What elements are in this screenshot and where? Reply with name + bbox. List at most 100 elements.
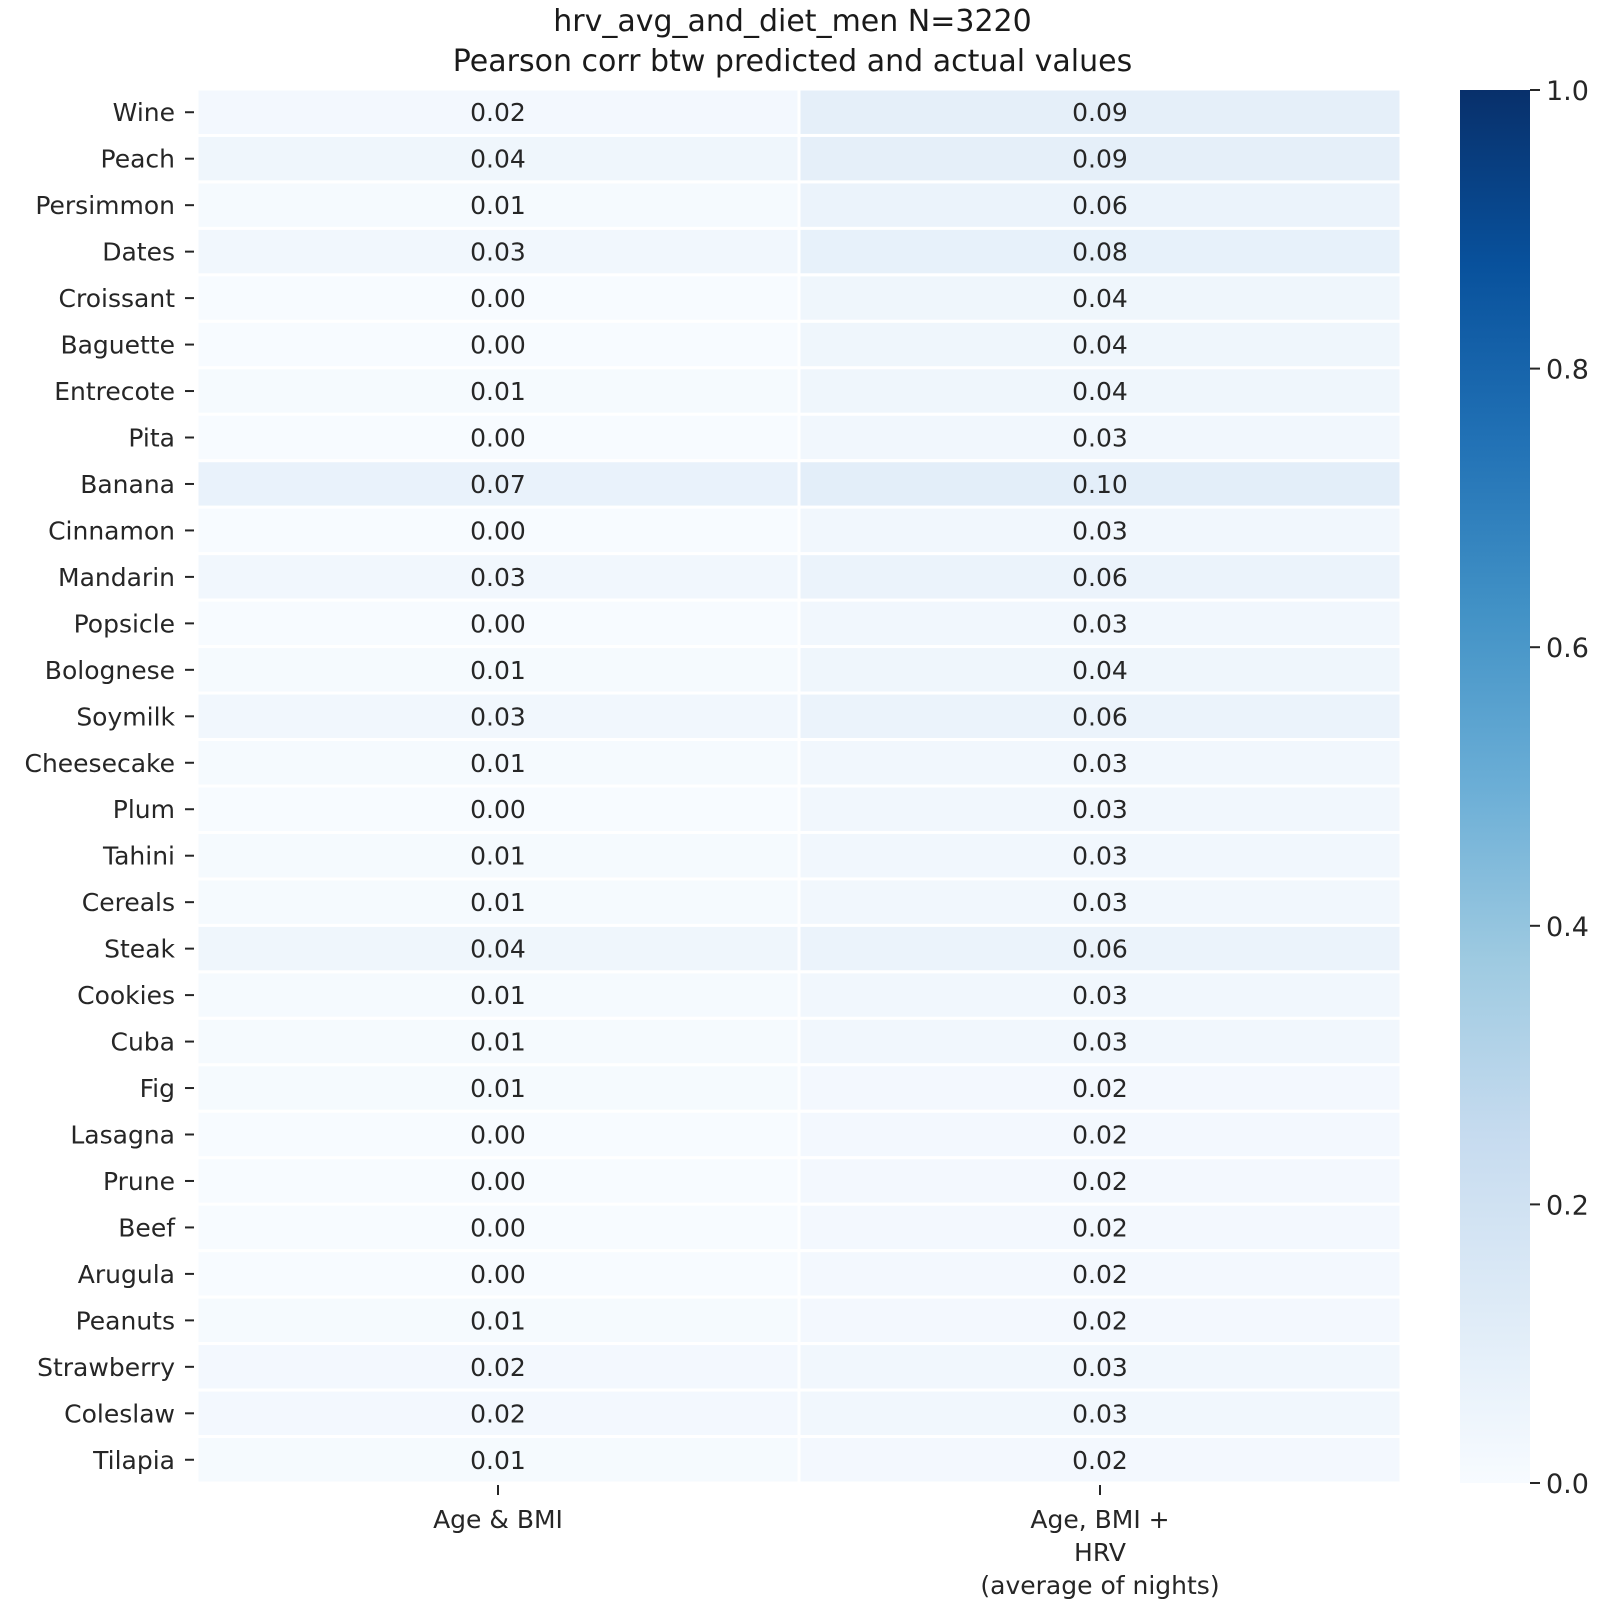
cell-value-label: 0.01 [470, 1306, 526, 1335]
x-tick-label: HRV [1074, 1538, 1126, 1567]
cell-value-label: 0.01 [470, 1028, 526, 1057]
cell-value-label: 0.04 [1072, 377, 1128, 406]
heatmap-cell [797, 319, 1403, 370]
cell-value-label: 0.03 [1072, 609, 1128, 638]
cell-value-label: 0.02 [470, 1353, 526, 1382]
y-tick-label: Plum [113, 795, 175, 824]
heatmap-cell [797, 552, 1403, 602]
y-tick-label: Arugula [78, 1260, 175, 1289]
heatmap-cell [195, 180, 801, 230]
heatmap-cell [195, 784, 801, 834]
cell-value-label: 0.09 [1072, 145, 1128, 174]
heatmap-cell [797, 1295, 1403, 1346]
cell-value-label: 0.01 [470, 1446, 526, 1475]
y-tick-label: Cuba [111, 1028, 176, 1057]
row-labels: Wine Peach Persimmon Dates Croissant Baguette… [24, 98, 194, 1475]
heatmap-cell [797, 923, 1403, 974]
cell-value-label: 0.00 [470, 795, 526, 824]
heatmap-cell [797, 784, 1403, 834]
cell-value-label: 0.00 [470, 1121, 526, 1150]
heatmap-cell [195, 598, 801, 649]
heatmap-cell [195, 691, 801, 742]
heatmap-cell [797, 877, 1403, 927]
cell-value-label: 0.03 [1072, 1353, 1128, 1382]
heatmap-cell [797, 1156, 1403, 1206]
cell-value-label: 0.01 [470, 888, 526, 917]
heatmap-cell [797, 180, 1403, 230]
cell-value-label: 0.02 [1072, 1167, 1128, 1196]
cell-value-label: 0.02 [1072, 1306, 1128, 1335]
heatmap-cell [797, 1435, 1403, 1485]
heatmap-cell [797, 598, 1403, 649]
cell-value-label: 0.00 [470, 1167, 526, 1196]
colorbar-tick-label: 0.0 [1546, 1469, 1589, 1500]
cell-value-label: 0.02 [1072, 1074, 1128, 1103]
cell-value-label: 0.03 [1072, 842, 1128, 871]
cell-value-label: 0.01 [470, 749, 526, 778]
cell-value-label: 0.06 [1072, 935, 1128, 964]
cell-value-label: 0.03 [1072, 981, 1128, 1010]
colorbar-tick-label: 0.8 [1546, 355, 1589, 386]
colorbar-tick-label: 0.2 [1546, 1190, 1589, 1221]
cell-value-label: 0.04 [1072, 331, 1128, 360]
chart-subtitle: Pearson corr btw predicted and actual va… [452, 44, 1133, 79]
x-tick-label: Age, BMI + [1030, 1505, 1169, 1534]
heatmap-cell [195, 459, 801, 509]
cell-value-label: 0.00 [470, 424, 526, 453]
chart-title: hrv_avg_and_diet_men N=3220 [553, 4, 1032, 39]
cell-value-label: 0.02 [1072, 1213, 1128, 1242]
y-tick-label: Lasagna [70, 1121, 175, 1150]
colorbar-gradient [1460, 90, 1530, 1483]
cell-value-label: 0.01 [470, 842, 526, 871]
y-tick-label: Cookies [77, 981, 175, 1010]
cell-value-label: 0.08 [1072, 238, 1128, 267]
cell-value-label: 0.03 [470, 702, 526, 731]
cell-value-label: 0.03 [1072, 516, 1128, 545]
heatmap-cell [195, 1063, 801, 1113]
colorbar: 0.0 0.2 0.4 0.6 0.8 1.0 [1460, 76, 1589, 1500]
cell-value-label: 0.09 [1072, 98, 1128, 127]
cell-value-label: 0.03 [470, 238, 526, 267]
y-tick-label: Cheesecake [24, 749, 175, 778]
column-labels: Age & BMI Age, BMI + HRV (average of nights… [433, 1485, 1220, 1600]
y-tick-label: Beef [118, 1213, 176, 1242]
cell-value-label: 0.01 [470, 377, 526, 406]
cell-value-label: 0.07 [470, 470, 526, 499]
cell-value-label: 0.01 [470, 981, 526, 1010]
heatmap-cell [195, 1156, 801, 1206]
heatmap-cell [195, 1016, 801, 1067]
heatmap-cell [797, 1202, 1403, 1253]
cell-value-label: 0.00 [470, 1260, 526, 1289]
heatmap-cell [797, 87, 1403, 137]
y-tick-label: Coleslaw [64, 1399, 175, 1428]
heatmap-cells: 0.02 0.09 0.04 0.09 0.01 0.06 0.03 0.08 0.00 0.04… [195, 87, 1403, 1485]
y-tick-label: Dates [102, 238, 175, 267]
y-tick-label: Soymilk [76, 702, 175, 731]
y-tick-label: Croissant [59, 284, 176, 313]
heatmap-cell [797, 366, 1403, 416]
heatmap-cell [797, 970, 1403, 1020]
cell-value-label: 0.00 [470, 516, 526, 545]
y-tick-label: Persimmon [35, 191, 175, 220]
heatmap-cell [797, 505, 1403, 556]
cell-value-label: 0.06 [1072, 563, 1128, 592]
cell-value-label: 0.02 [1072, 1446, 1128, 1475]
y-tick-label: Steak [104, 935, 175, 964]
heatmap-cell [797, 1063, 1403, 1113]
colorbar-tick-label: 0.4 [1546, 912, 1589, 943]
heatmap-cell [797, 1342, 1403, 1392]
y-tick-label: Fig [140, 1074, 175, 1103]
y-tick-label: Tahini [102, 842, 175, 871]
heatmap-cell [195, 1295, 801, 1346]
cell-value-label: 0.10 [1072, 470, 1128, 499]
heatmap-cell [797, 691, 1403, 742]
cell-value-label: 0.00 [470, 331, 526, 360]
heatmap-cell [797, 273, 1403, 323]
cell-value-label: 0.00 [470, 1213, 526, 1242]
heatmap-cell [195, 1109, 801, 1160]
y-tick-label: Entrecote [54, 377, 175, 406]
heatmap-cell [797, 1388, 1403, 1439]
heatmap-cell [797, 1016, 1403, 1067]
cell-value-label: 0.02 [470, 98, 526, 127]
